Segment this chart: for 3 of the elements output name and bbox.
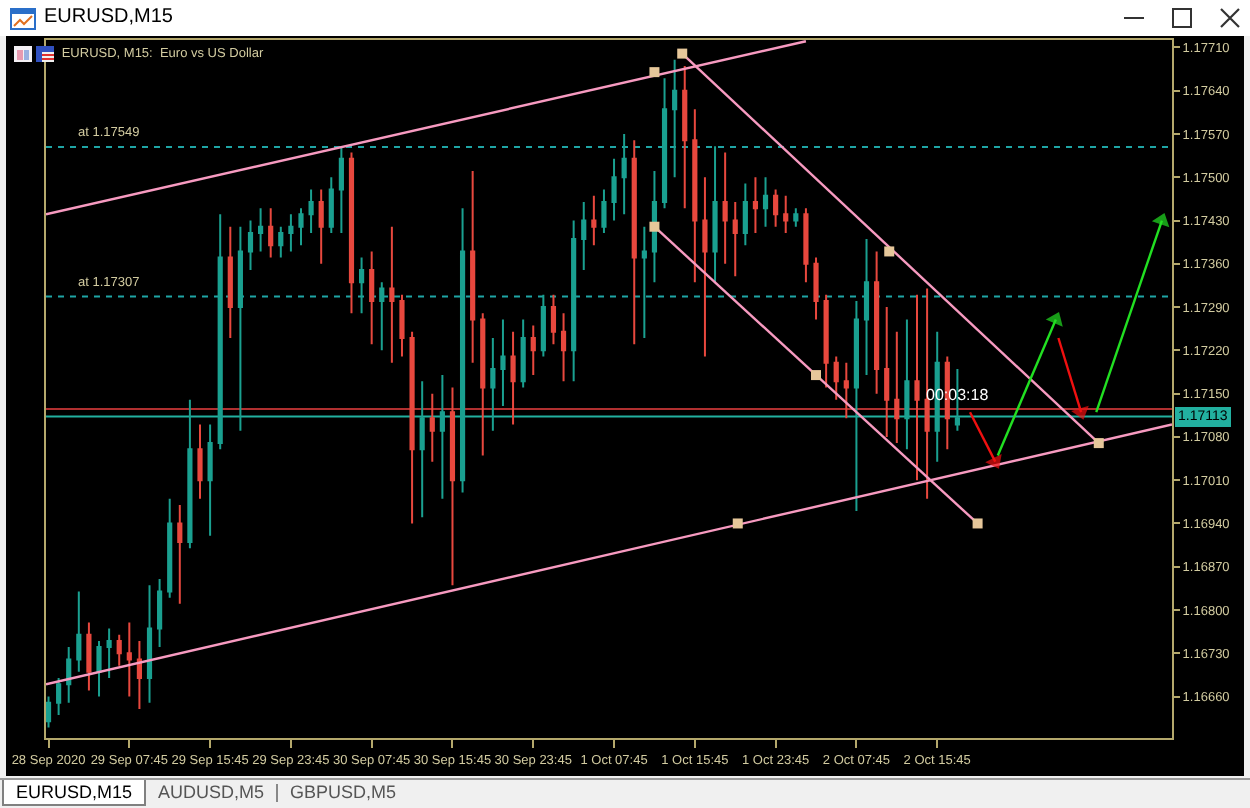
text: AUDUSD,M5 (156, 780, 267, 804)
text: EURUSD,M15 (44, 6, 173, 30)
text: GBPUSD,M5 (288, 780, 399, 804)
